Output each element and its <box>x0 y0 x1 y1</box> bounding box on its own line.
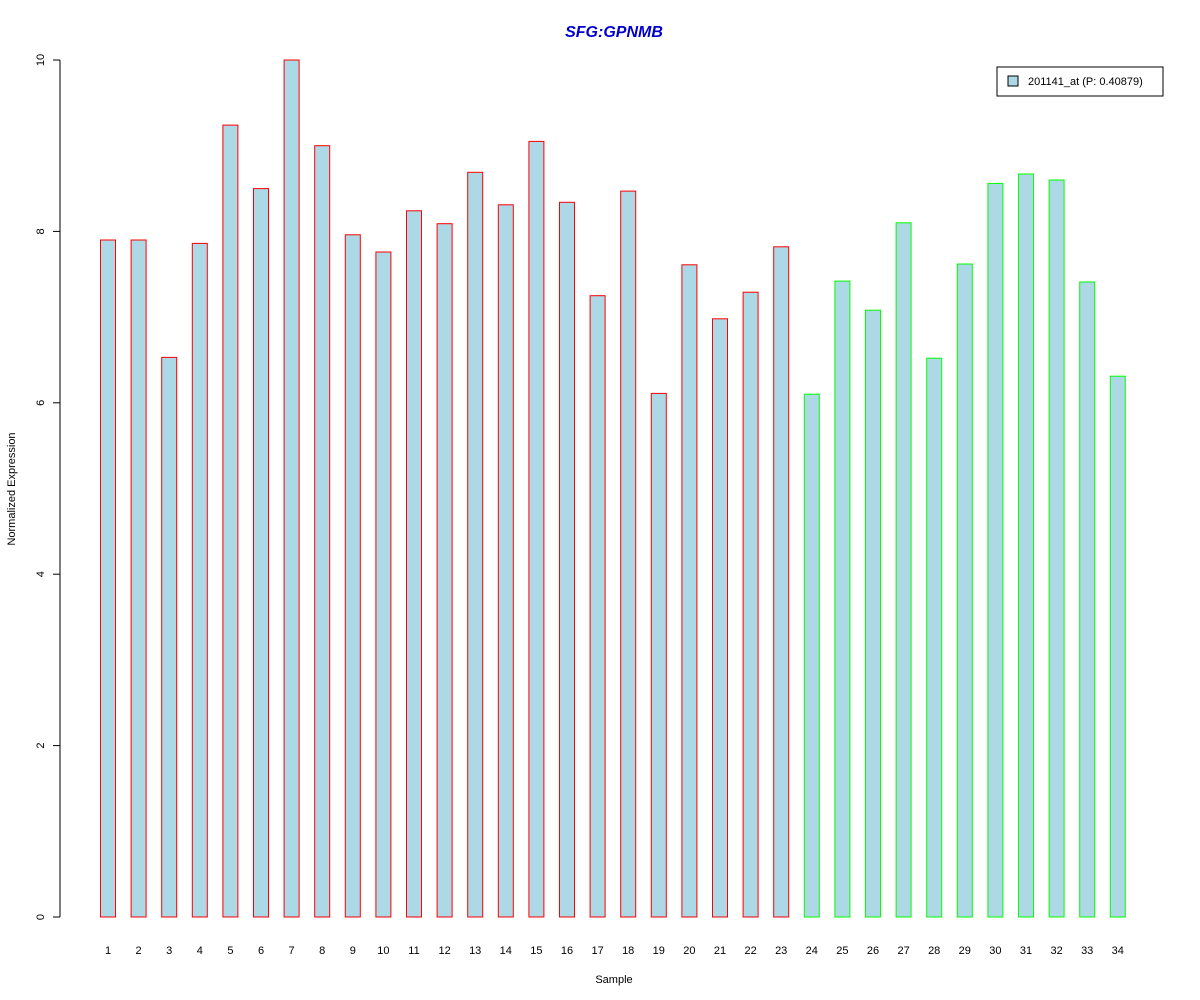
x-tick-label: 28 <box>928 945 940 957</box>
x-tick-label: 30 <box>989 945 1001 957</box>
bars <box>100 59 1126 918</box>
x-tick-label: 16 <box>561 945 573 957</box>
x-tick-label: 29 <box>959 945 971 957</box>
bar-sample-22 <box>742 291 759 918</box>
bar-sample-1 <box>100 239 116 918</box>
x-tick-label: 7 <box>289 945 295 957</box>
x-tick-label: 23 <box>775 945 787 957</box>
y-tick-label: 4 <box>35 571 47 577</box>
bar-sample-28 <box>926 357 943 918</box>
bar-sample-3 <box>161 356 178 918</box>
y-tick-label: 0 <box>35 914 47 920</box>
bar-sample-33 <box>1079 281 1096 918</box>
x-tick-label: 15 <box>530 945 542 957</box>
bar-sample-27 <box>895 222 912 918</box>
legend-box <box>996 66 1164 97</box>
x-tick-label: 3 <box>166 945 172 957</box>
bar-sample-31 <box>1018 173 1034 918</box>
x-tick-label: 33 <box>1081 945 1093 957</box>
bar-sample-6 <box>253 188 269 918</box>
x-tick-label: 25 <box>836 945 848 957</box>
y-tick-label: 6 <box>35 400 47 406</box>
bar-sample-8 <box>314 145 331 918</box>
x-tick-label: 9 <box>350 945 356 957</box>
x-tick-label: 17 <box>591 945 603 957</box>
x-tick-label: 21 <box>714 945 726 957</box>
y-tick-label: 10 <box>35 54 47 66</box>
bar-sample-24 <box>803 393 820 918</box>
x-tick-label: 4 <box>197 945 203 957</box>
chart-title: SFG:GPNMB <box>565 24 663 41</box>
bar-sample-5 <box>222 124 239 918</box>
bar-sample-30 <box>987 182 1004 918</box>
bar-sample-2 <box>130 239 147 918</box>
x-tick-label: 34 <box>1112 945 1124 957</box>
bar-sample-15 <box>528 140 545 918</box>
x-tick-label: 8 <box>319 945 325 957</box>
bar-sample-21 <box>712 318 728 918</box>
bar-sample-14 <box>497 204 514 918</box>
x-tick-label: 27 <box>897 945 909 957</box>
bar-sample-23 <box>773 246 790 918</box>
bar-sample-18 <box>620 190 637 918</box>
x-tick-label: 22 <box>744 945 756 957</box>
bar-sample-9 <box>344 234 361 918</box>
bar-sample-26 <box>865 309 881 918</box>
x-tick-label: 12 <box>438 945 450 957</box>
bar-sample-4 <box>191 242 208 918</box>
bar-sample-12 <box>436 223 453 918</box>
x-tick-label: 20 <box>683 945 695 957</box>
x-tick-label: 31 <box>1020 945 1032 957</box>
legend: 201141_at (P: 0.40879) <box>996 66 1164 97</box>
x-tick-label: 14 <box>500 945 512 957</box>
x-tick-labels: 1 2 3 4 5 6 7 8 9 10 11 12 13 14 15 16 17 18 19 20 21 22 23 24 2… <box>105 945 1124 957</box>
x-axis-label: Sample <box>595 974 632 986</box>
bar-sample-32 <box>1048 179 1065 918</box>
bar-sample-19 <box>650 392 667 918</box>
x-tick-label: 19 <box>653 945 665 957</box>
x-tick-label: 11 <box>408 945 419 957</box>
bar-sample-17 <box>589 295 606 918</box>
y-ticks: 0 2 4 6 8 10 <box>35 54 60 920</box>
legend-label: 201141_at (P: 0.40879) <box>1028 76 1143 88</box>
bar-sample-7 <box>283 59 300 918</box>
x-tick-label: 13 <box>469 945 481 957</box>
x-tick-label: 1 <box>105 945 111 957</box>
x-tick-label: 18 <box>622 945 634 957</box>
bar-sample-11 <box>406 210 422 918</box>
bar-sample-16 <box>559 201 575 918</box>
bar-sample-25 <box>834 280 851 918</box>
y-tick-label: 8 <box>35 228 47 234</box>
x-tick-label: 24 <box>806 945 818 957</box>
legend-swatch <box>1007 75 1019 87</box>
x-tick-label: 6 <box>258 945 264 957</box>
y-axis-label: Normalized Expression <box>6 432 18 545</box>
y-tick-label: 2 <box>35 743 47 749</box>
x-tick-label: 32 <box>1050 945 1062 957</box>
x-tick-label: 26 <box>867 945 879 957</box>
x-tick-label: 5 <box>227 945 233 957</box>
bar-sample-13 <box>467 171 484 918</box>
bar-sample-10 <box>375 251 392 918</box>
bar-sample-20 <box>681 264 698 918</box>
bar-sample-34 <box>1109 375 1126 918</box>
x-tick-label: 2 <box>136 945 142 957</box>
x-tick-label: 10 <box>377 945 389 957</box>
bar-sample-29 <box>956 263 973 918</box>
